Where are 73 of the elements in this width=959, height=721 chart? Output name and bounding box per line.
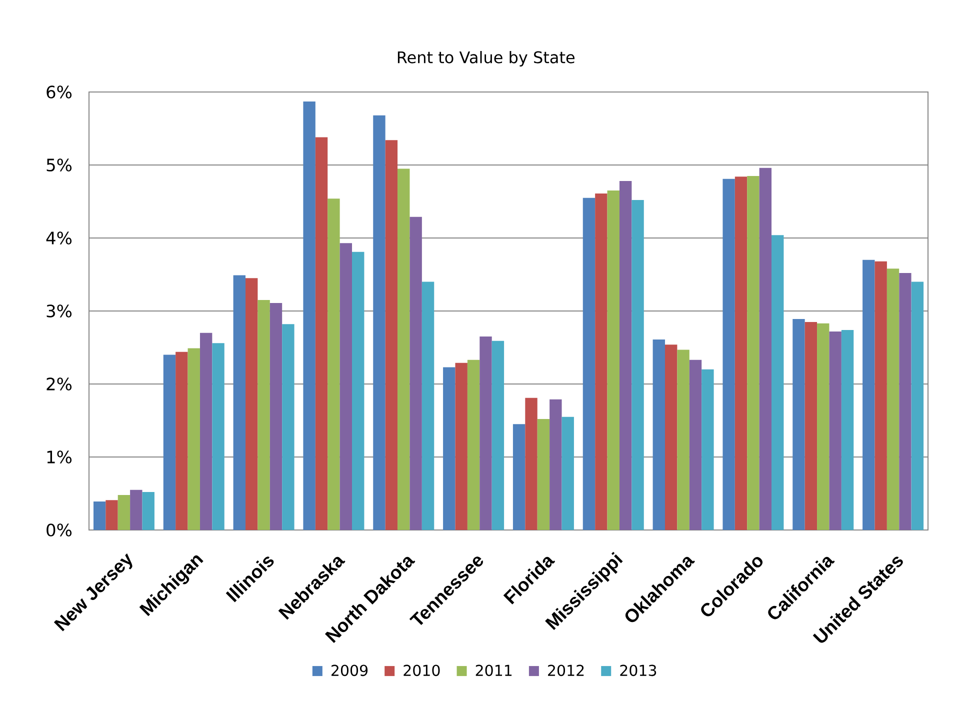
bar (550, 399, 562, 530)
bar (188, 348, 200, 530)
y-tick-label: 4% (46, 232, 72, 244)
bar (759, 168, 772, 530)
bar (142, 492, 154, 530)
bar (862, 260, 875, 530)
y-tick-label: 3% (46, 304, 72, 318)
y-tick-label: 5% (46, 158, 72, 172)
bar (911, 282, 924, 530)
bar (163, 354, 176, 530)
bar (467, 360, 480, 530)
bar (410, 216, 422, 530)
legend-label: 2009 (332, 664, 368, 676)
y-tick-label: 2% (46, 378, 72, 390)
bar (899, 273, 912, 530)
bar (804, 322, 818, 530)
y-tick-label: 0% (46, 524, 72, 536)
bar (340, 243, 352, 530)
bar (734, 176, 748, 530)
bar (677, 350, 690, 530)
bar (525, 398, 538, 530)
bar (562, 416, 574, 530)
bar (373, 115, 386, 530)
y-tick-label: 6% (46, 86, 72, 98)
chart-title: Rent to Value by State (398, 50, 574, 66)
bar (747, 176, 760, 530)
bar (130, 490, 142, 530)
bar (93, 502, 106, 530)
legend-label: 2011 (476, 664, 512, 676)
bar (792, 319, 805, 530)
bar (233, 275, 246, 530)
bar (582, 198, 596, 530)
bar (480, 336, 492, 530)
bar (817, 323, 830, 530)
bar (118, 494, 130, 530)
bar (106, 500, 118, 530)
bar (282, 324, 294, 530)
bar (595, 193, 608, 530)
bar (632, 200, 644, 530)
bar (315, 137, 328, 530)
bar (841, 330, 854, 530)
bar (270, 302, 282, 530)
legend-label: 2012 (548, 664, 584, 676)
bar (385, 140, 398, 530)
bar (689, 360, 702, 530)
bar (443, 367, 456, 530)
bar (176, 352, 188, 530)
bar (537, 419, 550, 530)
bar (422, 282, 434, 530)
bar (245, 278, 258, 530)
bar (607, 190, 620, 530)
bar (665, 344, 678, 530)
bar (619, 181, 632, 530)
bar (652, 339, 665, 530)
bar (874, 261, 887, 530)
bar (772, 235, 784, 530)
bar (829, 331, 842, 530)
bar (212, 343, 224, 530)
bar (455, 362, 468, 530)
bar (352, 252, 364, 530)
bar (200, 332, 212, 530)
legend-label: 2013 (620, 664, 656, 676)
bar (722, 178, 735, 530)
bar (258, 300, 270, 530)
bar (512, 424, 526, 530)
bar (398, 168, 410, 530)
bar (303, 101, 316, 530)
bar (886, 268, 900, 530)
legend-label: 2010 (404, 664, 440, 676)
y-tick-label: 1% (47, 450, 72, 464)
bar (492, 340, 504, 530)
bar (702, 369, 714, 530)
bar (328, 198, 340, 530)
